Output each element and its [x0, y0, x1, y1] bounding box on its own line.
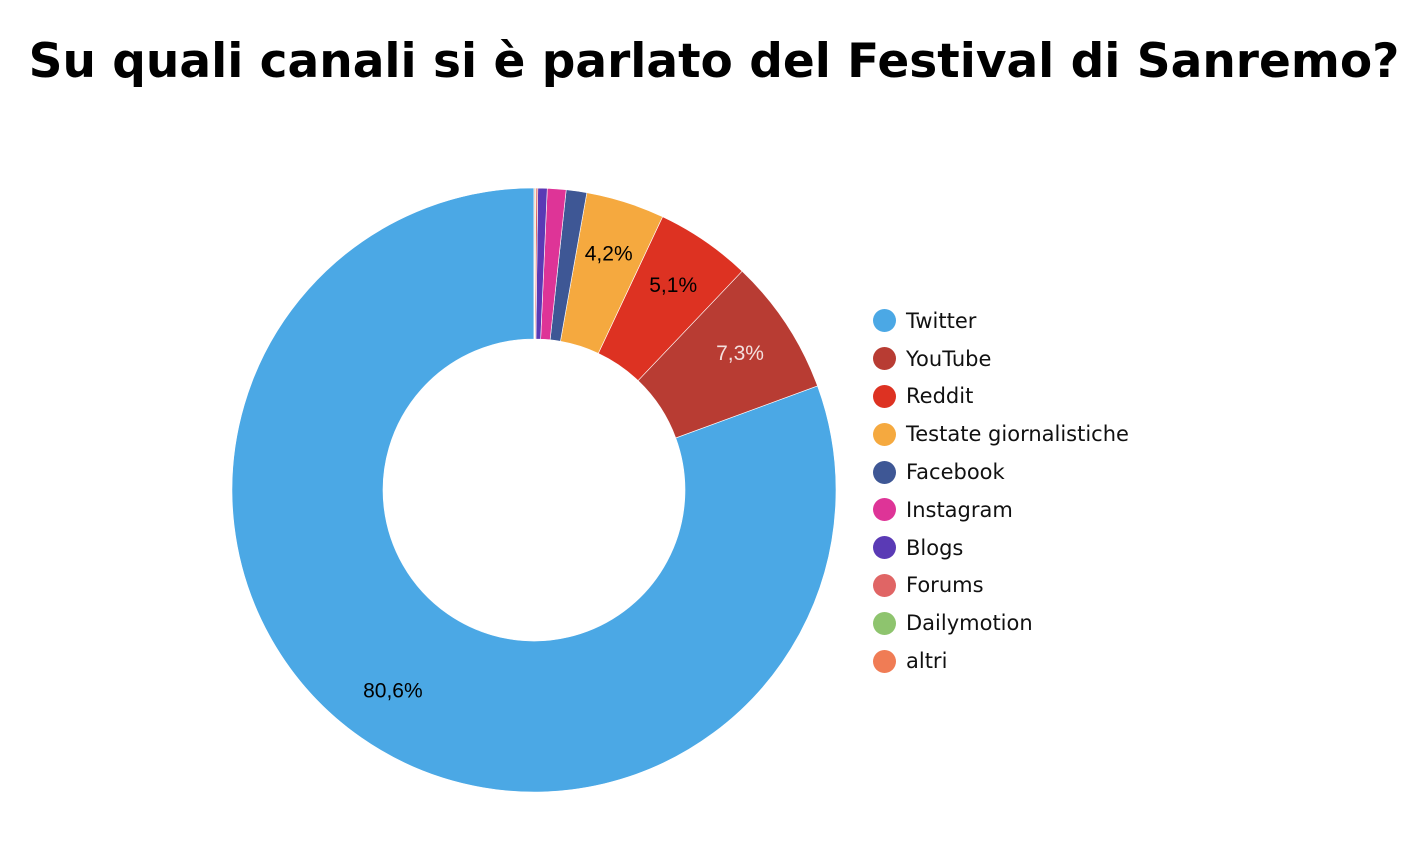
legend-swatch: [873, 649, 896, 673]
slice-twitter: [231, 187, 837, 793]
slice-label-reddit: 5,1%: [649, 274, 697, 297]
chart-legend: Twitter YouTube Reddit Testate giornalistic…: [873, 302, 1129, 680]
legend-item-forums: Forums: [873, 567, 1129, 605]
slice-label-testate-giornalistiche: 4,2%: [585, 243, 633, 266]
legend-item-reddit: Reddit: [873, 378, 1129, 416]
legend-label: Instagram: [906, 497, 1013, 522]
donut-slices: [231, 187, 837, 793]
legend-swatch: [873, 347, 896, 371]
legend-label: Forums: [906, 573, 984, 598]
legend-swatch: [873, 384, 896, 408]
legend-label: YouTube: [906, 346, 992, 371]
legend-swatch: [873, 460, 896, 484]
legend-swatch: [873, 573, 896, 597]
legend-item-instagram: Instagram: [873, 491, 1129, 529]
legend-item-altri: altri: [873, 642, 1129, 680]
legend-label: Dailymotion: [906, 611, 1033, 636]
legend-label: Twitter: [906, 308, 977, 333]
legend-item-twitter: Twitter: [873, 302, 1129, 340]
legend-item-blogs: Blogs: [873, 529, 1129, 567]
legend-item-youtube: YouTube: [873, 340, 1129, 378]
legend-swatch: [873, 309, 896, 333]
legend-swatch: [873, 498, 896, 522]
legend-label: Testate giornalistiche: [906, 422, 1129, 447]
legend-item-testate-giornalistiche: Testate giornalistiche: [873, 415, 1129, 453]
slice-altri: [533, 187, 536, 340]
legend-swatch: [873, 536, 896, 560]
legend-label: Facebook: [906, 460, 1005, 485]
legend-label: Reddit: [906, 384, 974, 409]
chart-title: Su quali canali si è parlato del Festiva…: [28, 34, 1400, 89]
slice-labels: 80,6% 7,3% 5,1% 4,2%: [363, 243, 764, 703]
legend-swatch: [873, 422, 896, 446]
legend-label: Blogs: [906, 535, 964, 560]
legend-item-dailymotion: Dailymotion: [873, 604, 1129, 642]
legend-label: altri: [906, 649, 948, 674]
slice-label-twitter: 80,6%: [363, 680, 423, 703]
slice-label-youtube: 7,3%: [716, 342, 764, 365]
legend-swatch: [873, 611, 896, 635]
legend-item-facebook: Facebook: [873, 453, 1129, 491]
